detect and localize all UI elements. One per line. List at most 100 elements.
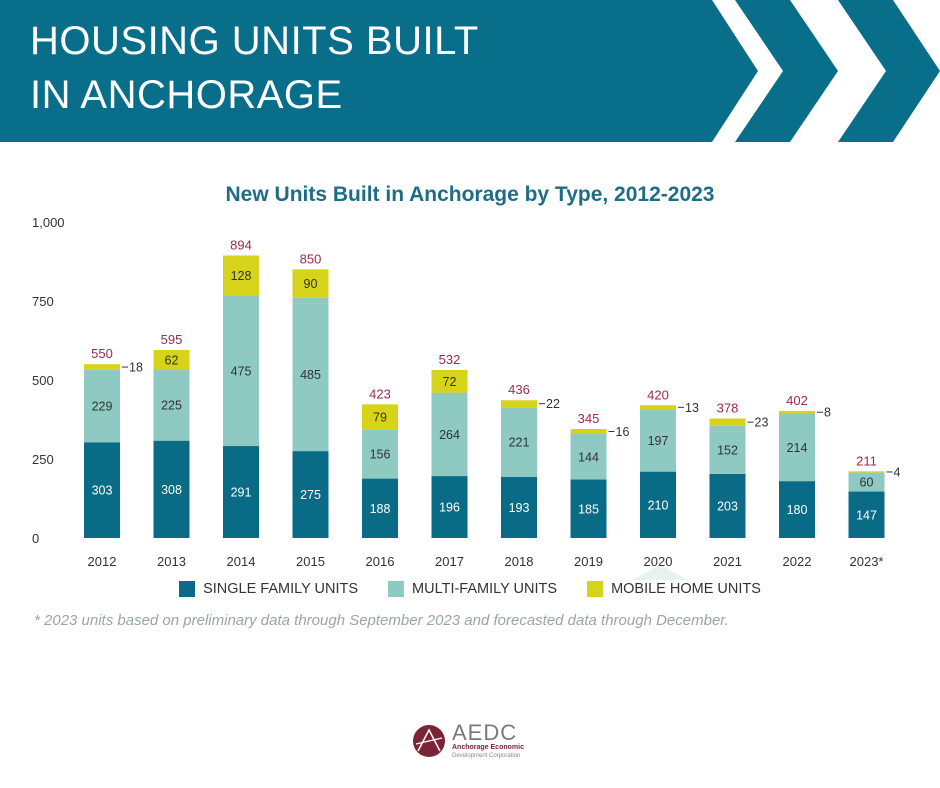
- x-tick-label: 2016: [366, 554, 395, 569]
- aedc-logo: AEDC Anchorage Economic Development Corp…: [412, 722, 524, 760]
- data-label-mobile: 13: [685, 401, 699, 415]
- bar-segment-multi: [223, 295, 259, 447]
- total-label: 420: [647, 387, 669, 402]
- data-label-mobile: 128: [231, 269, 252, 283]
- aedc-logo-text: AEDC Anchorage Economic Development Corp…: [452, 722, 524, 760]
- total-label: 378: [717, 401, 739, 416]
- page-title: HOUSING UNITS BUILT IN ANCHORAGE: [30, 14, 479, 122]
- data-label-multi: 152: [717, 443, 738, 457]
- total-label: 423: [369, 386, 391, 401]
- bar-segment-single: [570, 479, 607, 538]
- data-label-multi: 229: [92, 400, 113, 414]
- banner-chevron-2: [838, 0, 940, 142]
- data-label-single: 303: [92, 484, 113, 498]
- x-tick-label: 2014: [227, 554, 256, 569]
- legend-item-single: SINGLE FAMILY UNITS: [179, 581, 358, 597]
- data-label-single: 308: [161, 483, 182, 497]
- x-tick-label: 2023*: [850, 554, 884, 569]
- legend-swatch-mobile: [587, 581, 604, 597]
- page-title-line2: IN ANCHORAGE: [30, 73, 343, 117]
- bar-segment-mobile: [362, 404, 398, 430]
- legend-label-multi: MULTI-FAMILY UNITS: [412, 581, 558, 597]
- banner-chevron-1: [735, 0, 838, 142]
- y-tick-label: 1,000: [32, 215, 65, 230]
- bar-segment-mobile: [640, 405, 676, 410]
- chart-title: New Units Built in Anchorage by Type, 20…: [225, 183, 715, 206]
- data-label-mobile: 90: [304, 277, 318, 291]
- legend-label-mobile: MOBILE HOME UNITS: [611, 581, 761, 597]
- data-label-mobile: 18: [129, 361, 143, 375]
- total-label: 595: [161, 332, 183, 347]
- x-tick-label: 2021: [713, 554, 742, 569]
- logo-subtitle-1: Anchorage Economic: [452, 744, 524, 751]
- y-tick-label: 0: [32, 531, 39, 546]
- banner-background: [0, 0, 758, 142]
- x-tick-label: 2022: [783, 554, 812, 569]
- bar-segment-single: [640, 471, 676, 538]
- bar-segment-single: [501, 477, 537, 538]
- bar-segment-multi: [292, 297, 329, 452]
- total-label: 532: [439, 352, 461, 367]
- data-label-multi: 214: [787, 441, 808, 455]
- total-label: 850: [300, 251, 322, 266]
- logo-name: AEDC: [452, 720, 518, 745]
- data-label-single: 291: [231, 486, 252, 500]
- data-label-single: 188: [370, 502, 391, 516]
- bar-segment-multi: [709, 425, 746, 474]
- bar-segment-multi: [570, 434, 607, 480]
- data-label-single: 180: [787, 503, 808, 517]
- legend-swatch-multi: [388, 581, 405, 597]
- data-label-mobile: 8: [824, 406, 831, 420]
- bar-segment-single: [292, 451, 329, 538]
- bar-segment-single: [84, 442, 120, 538]
- x-tick-label: 2020: [644, 554, 673, 569]
- data-label-multi: 221: [509, 436, 530, 450]
- total-label: 345: [578, 411, 600, 426]
- chart-legend: SINGLE FAMILY UNITS MULTI-FAMILY UNITS M…: [0, 581, 940, 597]
- data-label-multi: 156: [370, 447, 391, 461]
- page-title-line1: HOUSING UNITS BUILT: [30, 19, 479, 63]
- data-label-multi: 485: [300, 368, 321, 382]
- data-label-multi: 197: [648, 434, 669, 448]
- bar-segment-multi: [779, 413, 815, 482]
- bar-segment-mobile: [153, 349, 190, 370]
- total-label: 894: [230, 237, 252, 252]
- data-label-single: 203: [717, 499, 738, 513]
- data-label-single: 275: [300, 488, 321, 502]
- data-label-mobile: 16: [616, 425, 630, 439]
- total-label: 211: [856, 453, 877, 468]
- total-label: 402: [786, 393, 808, 408]
- background-arrow-shape: [632, 565, 688, 580]
- bar-segment-mobile: [570, 428, 607, 435]
- bar-segment-mobile: [223, 255, 259, 296]
- data-label-multi: 60: [860, 476, 874, 490]
- bar-segment-single: [848, 491, 885, 538]
- y-tick-label: 750: [32, 294, 54, 309]
- bar-segment-multi: [362, 429, 398, 479]
- aedc-logo-icon: [413, 725, 445, 757]
- data-label-mobile: 4: [894, 465, 901, 479]
- x-tick-label: 2012: [88, 554, 117, 569]
- bar-segment-mobile: [709, 418, 746, 426]
- bar-segment-mobile: [431, 369, 468, 393]
- title-banner: [0, 0, 940, 142]
- bar-segment-single: [431, 476, 468, 538]
- bar-segment-multi: [84, 369, 120, 443]
- bar-segment-mobile: [84, 364, 120, 370]
- bar-segment-single: [709, 473, 746, 538]
- data-label-multi: 144: [578, 450, 599, 464]
- total-label: 436: [508, 382, 530, 397]
- bar-segment-multi: [848, 472, 885, 492]
- legend-item-mobile: MOBILE HOME UNITS: [587, 581, 761, 597]
- bar-segment-mobile: [848, 471, 885, 473]
- data-label-mobile: 79: [373, 410, 387, 424]
- legend-label-single: SINGLE FAMILY UNITS: [203, 581, 359, 597]
- data-label-mobile: 22: [546, 397, 560, 411]
- total-label: 550: [91, 346, 113, 361]
- data-label-single: 147: [856, 508, 877, 522]
- x-tick-label: 2015: [296, 554, 325, 569]
- y-tick-label: 250: [32, 452, 54, 467]
- data-label-single: 193: [509, 501, 530, 515]
- bar-segment-single: [779, 481, 815, 538]
- legend-swatch-single: [179, 581, 196, 597]
